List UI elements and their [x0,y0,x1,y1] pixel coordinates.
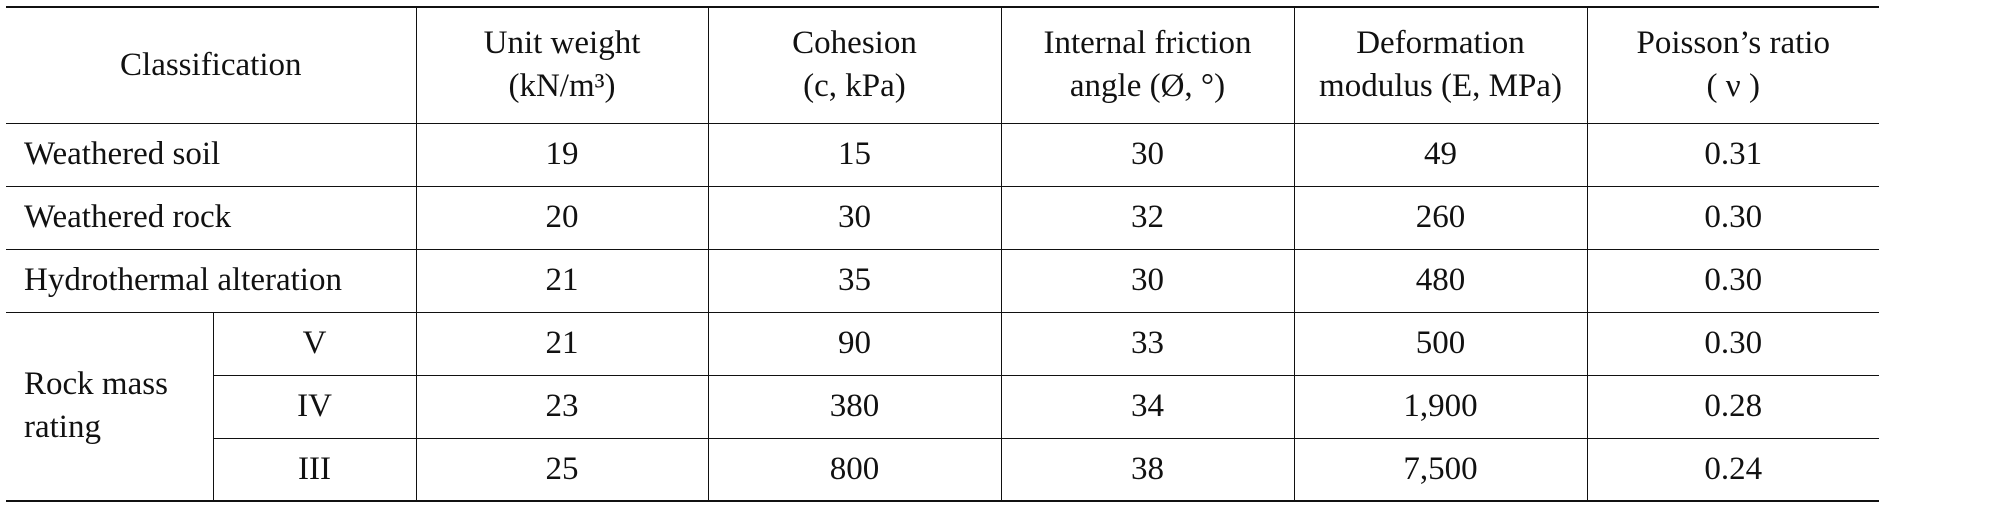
header-line: modulus (E, MPa) [1319,68,1562,105]
header-line: ( ν ) [1706,68,1760,105]
header-line: (c, kPa) [803,68,906,105]
header-cell: Poisson’s ratio ( ν ) [1586,7,1879,124]
cell: 23 [415,375,708,439]
cell: 21 [415,249,708,313]
sub-label: V [212,312,416,376]
header-cell: Internal friction angle (Ø, °) [1000,7,1294,124]
sub-label: III [212,438,416,502]
cell: 19 [415,123,708,187]
sub-label: IV [212,375,416,439]
cell: 0.30 [1586,186,1879,250]
table-row: Weathered soil 19 15 30 49 0.31 [6,123,1879,187]
header-cell: Classification [6,7,416,124]
cell: 90 [707,312,1001,376]
cell: 480 [1293,249,1587,313]
header-row: Classification Unit weight (kN/m³) Cohesion… [6,7,1879,124]
cell: 34 [1000,375,1294,439]
cell: 1,900 [1293,375,1587,439]
cell: 0.28 [1586,375,1879,439]
header-cell: Unit weight (kN/m³) [415,7,708,124]
table-row: Rock mass rating V 21 90 33 500 0.30 [6,312,1879,502]
cell: 33 [1000,312,1294,376]
row-label: Weathered rock [6,186,416,250]
cell: 15 [707,123,1001,187]
cell: 30 [1000,123,1294,187]
cell: 21 [415,312,708,376]
cell: 380 [707,375,1001,439]
cell: 20 [415,186,708,250]
header-cell: Deformation modulus (E, MPa) [1293,7,1587,124]
row-label: Weathered soil [6,123,416,187]
cell: 0.30 [1586,249,1879,313]
table-row: Hydrothermal alteration 21 35 30 480 0.30 [6,249,1879,313]
cell: 0.24 [1586,438,1879,502]
table-body: Weathered soil 19 15 30 49 0.31 Weathered rock… [6,123,1879,502]
header-cell: Cohesion (c, kPa) [707,7,1001,124]
table-row: III 25 800 38 7,500 0.24 [6,438,1879,502]
header-line: Classification [120,46,302,83]
header-line: Unit weight [483,25,641,62]
cell: 25 [415,438,708,502]
cell: 0.31 [1586,123,1879,187]
cell: 500 [1293,312,1587,376]
header-line: angle (Ø, °) [1069,68,1226,105]
header-line: Cohesion [792,25,917,62]
cell: 7,500 [1293,438,1587,502]
cell: 49 [1293,123,1587,187]
row-label: Hydrothermal alteration [6,249,416,313]
header-line: (kN/m³) [508,68,616,105]
cell: 32 [1000,186,1294,250]
table-header: Classification Unit weight (kN/m³) Cohesion… [6,7,1879,124]
cell: 0.30 [1586,312,1879,376]
cell: 30 [707,186,1001,250]
table-container: Classification Unit weight (kN/m³) Cohesion… [6,6,1879,502]
header-line: Deformation [1356,25,1525,62]
header-line: Internal friction [1043,25,1252,62]
table: Classification Unit weight (kN/m³) Cohesion… [6,6,1879,502]
cell: 800 [707,438,1001,502]
table-row: Weathered rock 20 30 32 260 0.30 [6,186,1879,250]
header-line: Poisson’s ratio [1636,25,1830,62]
cell: 35 [707,249,1001,313]
group-label: Rock mass rating [6,312,213,502]
table-row: IV 23 380 34 1,900 0.28 [6,375,1879,439]
cell: 38 [1000,438,1294,502]
cell: 30 [1000,249,1294,313]
cell: 260 [1293,186,1587,250]
